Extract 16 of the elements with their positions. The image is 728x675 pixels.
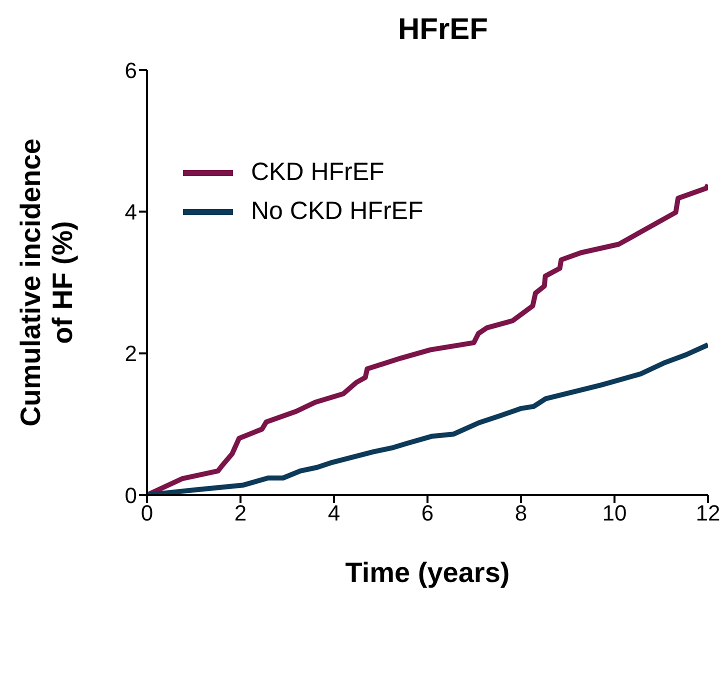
y-axis-title: Cumulative incidence of HF (%): [15, 138, 78, 426]
y-tick-label: 4: [124, 199, 137, 224]
x-tick-label: 4: [328, 500, 340, 526]
legend-label: No CKD HFrEF: [251, 197, 424, 226]
x-tick-label: 0: [140, 500, 154, 526]
x-tick-label: 10: [602, 500, 627, 526]
legend-label: CKD HFrEF: [251, 158, 384, 187]
x-tick-label: 8: [514, 500, 528, 526]
x-tick-label: 6: [421, 500, 434, 526]
y-tick-label: 6: [124, 58, 137, 83]
y-tick-label: 0: [124, 482, 137, 508]
chart-title: HFrEF: [397, 12, 489, 48]
x-axis-title: Time (years): [345, 557, 510, 588]
x-tick-label: 12: [696, 500, 720, 526]
y-tick-label: 2: [124, 341, 137, 366]
x-tick-label: 2: [234, 500, 247, 526]
